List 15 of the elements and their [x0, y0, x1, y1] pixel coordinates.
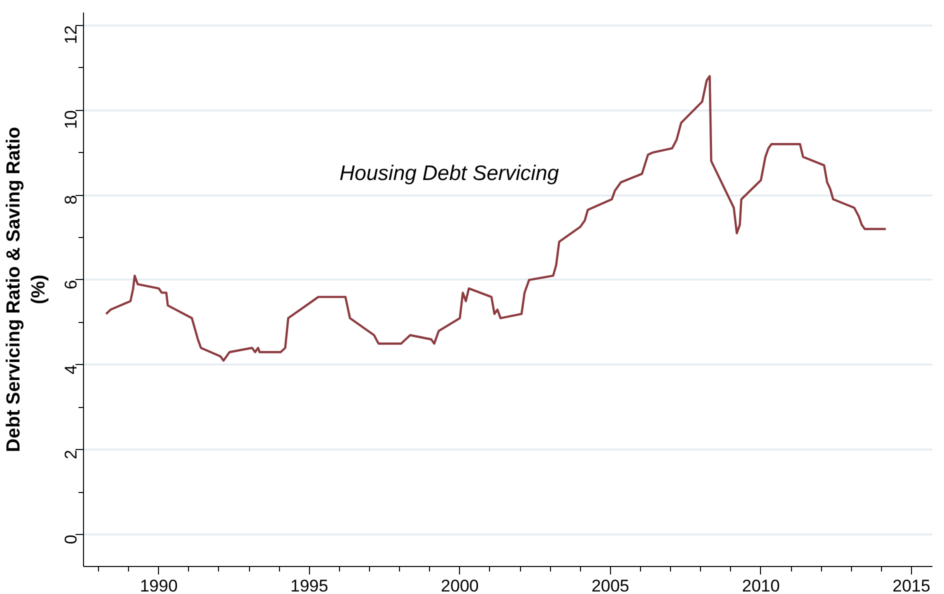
x-tick-label: 2000: [440, 576, 479, 594]
annotation: Housing Debt Servicing: [340, 162, 560, 185]
y-tick-label: 12: [62, 25, 80, 44]
y-tick-label: 8: [62, 195, 80, 204]
x-tick-label: 2010: [742, 576, 780, 594]
y-tick-label: 4: [62, 364, 80, 374]
y-tick-label: 6: [62, 280, 80, 290]
x-tick-label: 2015: [892, 576, 930, 594]
x-tick-label: 1990: [140, 576, 178, 594]
x-tick-label: 2005: [591, 576, 630, 594]
y-tick-label: 10: [62, 110, 80, 130]
y-tick-label: 0: [62, 534, 80, 544]
y-axis-title: Debt Servicing Ratio & Saving Ratio (%): [3, 126, 50, 452]
y-tick-label: 2: [62, 450, 80, 460]
x-tick-label: 1995: [290, 576, 328, 594]
